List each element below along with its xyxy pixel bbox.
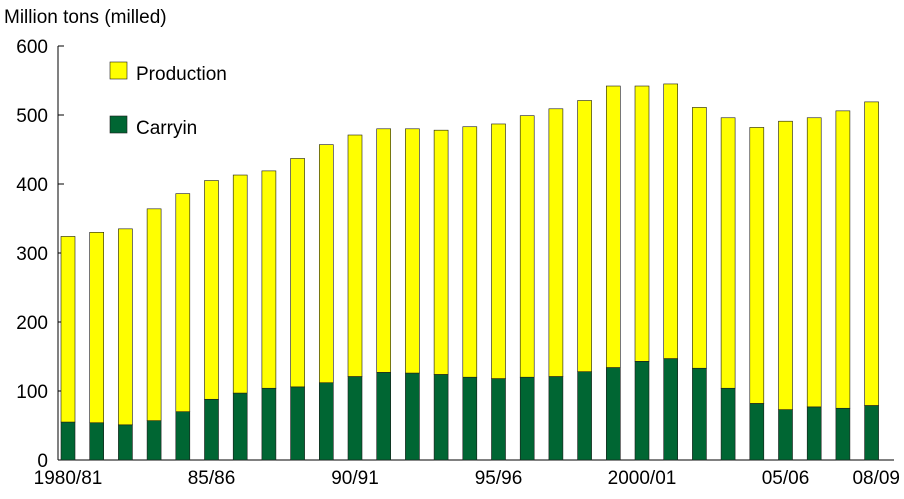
bar-carryin-2004-05 [749, 403, 765, 461]
x-tick-label: 08/09 [852, 468, 900, 489]
y-tick-label: 400 [16, 175, 48, 196]
bar-carryin-2006-07 [806, 406, 822, 461]
y-tick-label: 200 [16, 313, 48, 334]
bar-carryin-1992-93 [405, 372, 420, 461]
bar-production-2004-05 [749, 127, 765, 404]
legend: Production Carryin [109, 61, 227, 139]
y-tick-label: 500 [16, 106, 48, 127]
bar-production-1995-96 [491, 123, 506, 379]
y-tick-label: 600 [16, 37, 48, 58]
bars [60, 83, 879, 461]
bar-carryin-1986-87 [232, 392, 248, 461]
bar-carryin-1994-95 [462, 376, 478, 461]
bar-carryin-1993-94 [433, 374, 449, 461]
bar-production-1980-81 [60, 236, 76, 423]
bar-production-1998-99 [577, 100, 592, 372]
bar-production-1988-89 [290, 158, 305, 388]
x-axis: 1980/81 85/86 90/91 95/96 2000/01 05/06 08/09 [34, 456, 900, 489]
bar-carryin-1988-89 [290, 386, 305, 461]
bar-carryin-2000-01 [634, 361, 650, 461]
bar-production-2003-04 [720, 117, 736, 389]
bar-production-1992-93 [405, 128, 420, 374]
bar-production-1989-90 [318, 144, 334, 384]
bar-production-1987-88 [261, 170, 277, 389]
bar-carryin-2005-06 [778, 409, 793, 461]
bar-production-1985-86 [204, 180, 219, 400]
bar-production-1991-92 [376, 128, 392, 373]
x-tick-label: 85/86 [188, 468, 236, 489]
bar-carryin-1989-90 [318, 382, 334, 461]
bar-production-1984-85 [175, 193, 191, 412]
x-tick-label: 95/96 [475, 468, 523, 489]
y-axis-title: Million tons (milled) [4, 7, 167, 28]
bar-production-1981-82 [89, 232, 104, 424]
bar-carryin-1980-81 [60, 421, 76, 461]
legend-label-carryin: Carryin [136, 118, 197, 139]
bar-production-1986-87 [232, 174, 248, 394]
x-tick-label: 05/06 [762, 468, 810, 489]
bar-production-2007-08 [835, 110, 851, 409]
bar-carryin-1987-88 [261, 387, 277, 461]
bar-carryin-1985-86 [204, 398, 219, 461]
bar-carryin-1999-00 [605, 367, 621, 461]
bar-production-1982-83 [118, 228, 133, 426]
bar-carryin-1990-91 [347, 376, 363, 461]
legend-swatch-production [109, 61, 128, 80]
bar-carryin-1998-99 [577, 371, 592, 461]
bar-production-2008-09 [864, 101, 879, 406]
bar-production-1999-00 [605, 85, 621, 368]
y-tick-label: 0 [37, 451, 48, 472]
x-tick-label: 2000/01 [608, 468, 677, 489]
bar-carryin-1981-82 [89, 422, 104, 461]
bar-carryin-1983-84 [146, 420, 162, 461]
bar-production-1983-84 [146, 208, 162, 421]
y-tick-label: 300 [16, 244, 48, 265]
bar-carryin-1984-85 [175, 411, 191, 461]
bar-production-2001-02 [663, 83, 679, 359]
bar-carryin-2002-03 [692, 367, 707, 461]
legend-label-production: Production [136, 64, 227, 85]
bar-carryin-1996-97 [519, 376, 535, 461]
bar-carryin-1995-96 [491, 378, 506, 461]
bar-production-1994-95 [462, 126, 478, 378]
bar-production-2000-01 [634, 85, 650, 362]
bar-carryin-2008-09 [864, 405, 879, 461]
bar-production-1993-94 [433, 129, 449, 375]
bar-carryin-2001-02 [663, 358, 679, 461]
bar-production-1990-91 [347, 134, 363, 377]
bar-carryin-1982-83 [118, 424, 133, 461]
bar-carryin-1991-92 [376, 372, 392, 461]
bar-production-1996-97 [519, 115, 535, 378]
bar-production-1997-98 [548, 108, 564, 377]
bar-production-2006-07 [806, 117, 822, 408]
bar-production-2002-03 [692, 107, 707, 369]
x-tick-label: 1980/81 [34, 468, 103, 489]
bar-carryin-1997-98 [548, 376, 564, 461]
y-axis: 0 100 200 300 400 500 600 [16, 37, 64, 472]
legend-swatch-carryin [109, 115, 128, 134]
bar-carryin-2003-04 [720, 387, 736, 461]
bar-carryin-2007-08 [835, 407, 851, 461]
y-tick-label: 100 [16, 382, 48, 403]
x-tick-label: 90/91 [331, 468, 379, 489]
bar-production-2005-06 [778, 120, 793, 410]
